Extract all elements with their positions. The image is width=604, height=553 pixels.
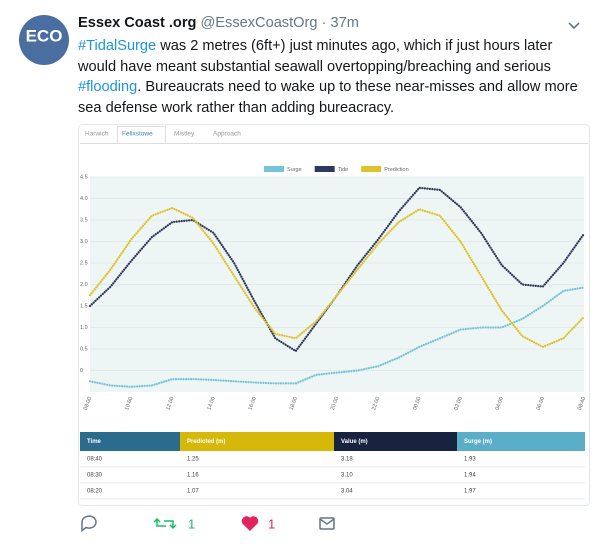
cell: 1.93 xyxy=(464,457,476,463)
author-handle[interactable]: @EssexCoastOrg · 37m xyxy=(200,15,359,31)
actions xyxy=(81,515,335,532)
legend-swatch xyxy=(314,166,335,172)
y-tick-label: 2.5 xyxy=(80,260,88,266)
tab[interactable]: Felixstowe xyxy=(122,131,153,138)
cell: 3.10 xyxy=(341,473,353,479)
y-tick-label: 3.5 xyxy=(80,217,88,223)
y-tick-label: 4.5 xyxy=(80,174,88,180)
x-tick-label: 08:40 xyxy=(577,396,587,411)
legend-label: Surge xyxy=(287,167,302,173)
y-tick-label: 1.0 xyxy=(80,325,88,331)
hashtag[interactable]: #TidalSurge xyxy=(78,38,157,54)
series-line xyxy=(88,286,586,388)
y-tick-label: 0 xyxy=(80,368,83,374)
text: was 2 metres (6ft+) just minutes ago, wh… xyxy=(78,38,553,75)
x-tick-label: 08:00 xyxy=(83,396,93,411)
x-tick-label: 22:00 xyxy=(371,396,381,411)
header-label: Value (m) xyxy=(341,439,368,445)
author-name[interactable]: Essex Coast .org xyxy=(78,15,197,31)
series-line xyxy=(88,206,586,349)
retweet-count: 1 xyxy=(188,516,195,531)
x-tick-label: 20:00 xyxy=(330,396,340,411)
mail-icon[interactable] xyxy=(319,517,335,530)
reply-icon[interactable] xyxy=(81,515,97,532)
header-label: Surge (m) xyxy=(464,439,492,445)
header-cell xyxy=(457,432,585,451)
cell: 1.94 xyxy=(464,473,476,479)
y-tick-label: 3.0 xyxy=(80,239,88,245)
cell: 1.97 xyxy=(464,489,476,495)
hashtag[interactable]: #flooding xyxy=(78,79,138,96)
tab[interactable]: Mistley xyxy=(174,131,195,138)
x-tick-label: 02:00 xyxy=(453,396,463,411)
cell: 08:20 xyxy=(87,489,103,495)
tweet-header: Essex Coast .org @EssexCoastOrg · 37m xyxy=(78,15,359,31)
active-tab[interactable] xyxy=(117,126,166,144)
avatar[interactable] xyxy=(19,15,69,65)
legend-swatch xyxy=(264,166,284,172)
tab[interactable]: Harwich xyxy=(85,131,109,138)
x-tick-label: 18:00 xyxy=(289,396,299,411)
like-icon[interactable] xyxy=(241,516,259,532)
tab[interactable]: Approach xyxy=(213,131,241,138)
cell: 1.25 xyxy=(187,457,199,463)
cell: 08:30 xyxy=(87,473,103,479)
tweet-text: #TidalSurge was 2 metres (6ft+) just min… xyxy=(78,36,583,118)
x-tick-label: 04:00 xyxy=(495,396,505,411)
x-tick-label: 12:00 xyxy=(165,396,175,411)
cell: 3.04 xyxy=(341,489,353,495)
legend-label: Tide xyxy=(338,167,349,173)
legend-swatch xyxy=(361,166,382,172)
y-tick-label: 0.5 xyxy=(80,346,88,352)
header-cell xyxy=(180,432,334,451)
cell: 08:40 xyxy=(87,457,103,463)
x-tick-label: 16:00 xyxy=(248,396,258,411)
menu-chevron[interactable] xyxy=(568,22,580,30)
x-tick-label: 06:00 xyxy=(536,396,546,411)
header-label: Time xyxy=(87,439,102,445)
y-tick-label: 2.0 xyxy=(80,282,88,288)
cell: 1.16 xyxy=(187,473,199,479)
legend-label: Prediction xyxy=(384,167,408,173)
header-cell xyxy=(80,432,180,451)
cell: 1.07 xyxy=(187,489,199,495)
retweet-icon[interactable] xyxy=(153,517,177,530)
like-count: 1 xyxy=(268,516,275,531)
y-tick-label: 1.5 xyxy=(80,303,88,309)
y-tick-label: 4.0 xyxy=(80,196,88,202)
x-tick-label: 14:00 xyxy=(206,396,216,411)
chart: Harwich Felixstowe Mistley Approach 0 0.5 1.0 1… xyxy=(80,131,587,411)
x-tick-label: 00:00 xyxy=(412,396,422,411)
header-label: Predicted (m) xyxy=(187,439,225,445)
cell: 3.18 xyxy=(341,457,353,463)
header-cell xyxy=(334,432,457,451)
x-tick-label: 10:00 xyxy=(124,396,134,411)
data-table: Time Predicted (m) Value (m) Surge (m) 08:40… xyxy=(80,432,585,500)
avatar-text: ECO xyxy=(26,26,63,45)
text: . Bureaucrats need to wake up to these n… xyxy=(78,79,578,116)
